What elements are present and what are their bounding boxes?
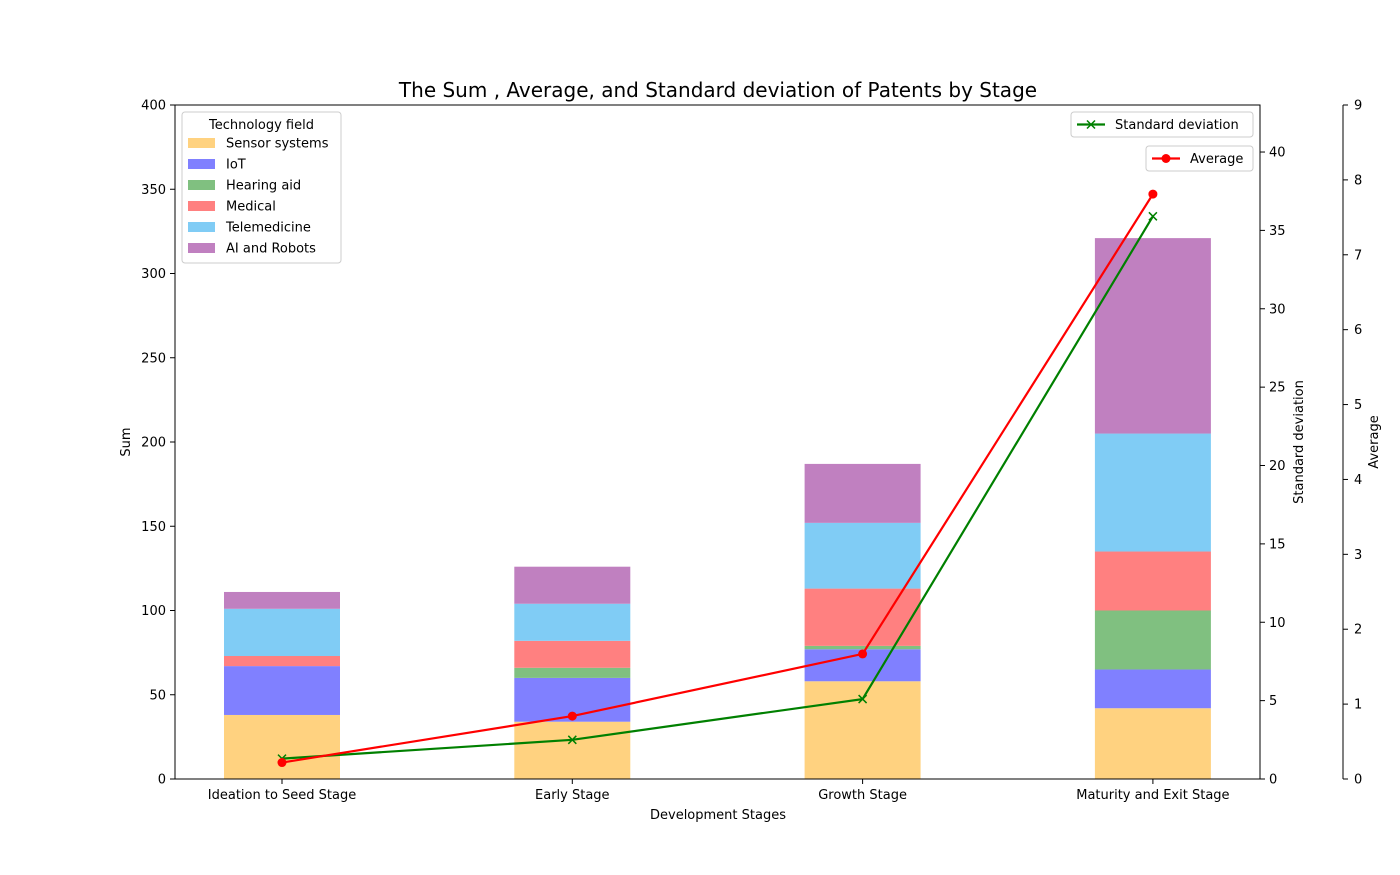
bar-segment bbox=[514, 667, 631, 678]
bar-segment bbox=[804, 681, 921, 779]
line-legend-label: Standard deviation bbox=[1115, 118, 1239, 133]
y-tick-label-sum: 50 bbox=[149, 688, 166, 703]
bar-segment bbox=[514, 721, 631, 779]
legend-item-label: IoT bbox=[226, 158, 246, 173]
y-tick-label-std: 15 bbox=[1269, 537, 1286, 552]
line-series bbox=[281, 193, 1154, 764]
y-tick-label-std: 20 bbox=[1269, 459, 1286, 474]
legend-item-label: Hearing aid bbox=[226, 179, 301, 194]
line-legend-box bbox=[1145, 145, 1254, 172]
y-tick-label-avg: 5 bbox=[1354, 398, 1362, 413]
bar-segment bbox=[514, 603, 631, 641]
bar-segment bbox=[224, 714, 340, 779]
x-tick-label: Maturity and Exit Stage bbox=[1076, 788, 1229, 803]
y-tick-label-std: 40 bbox=[1269, 146, 1286, 161]
y-tick-label-sum: 100 bbox=[141, 604, 166, 619]
line-point-marker bbox=[1148, 189, 1158, 199]
x-axis-label: Development Stages bbox=[650, 808, 786, 823]
legend-swatch bbox=[188, 159, 215, 169]
bar-segment bbox=[1094, 669, 1211, 709]
y-tick-label-sum: 400 bbox=[141, 99, 166, 114]
y-axis-label-sum: Sum bbox=[119, 427, 134, 456]
bars-group bbox=[224, 238, 1211, 779]
lines-group bbox=[277, 189, 1158, 768]
x-tick-label: Growth Stage bbox=[818, 788, 907, 803]
y-tick-label-std: 30 bbox=[1269, 302, 1286, 317]
legend-swatch bbox=[188, 180, 215, 190]
y-tick-label-sum: 300 bbox=[141, 267, 166, 282]
bar-segment bbox=[514, 640, 631, 668]
chart-title: The Sum , Average, and Standard deviatio… bbox=[398, 78, 1037, 102]
bar-segment bbox=[804, 522, 921, 589]
legends-group: Technology field Sensor systems IoT Hearing… bbox=[181, 111, 1254, 264]
y-tick-label-sum: 200 bbox=[141, 436, 166, 451]
legend-item-label: Sensor systems bbox=[226, 137, 329, 152]
y-tick-label-sum: 350 bbox=[141, 183, 166, 198]
y-tick-label-avg: 6 bbox=[1354, 323, 1362, 338]
y-tick-label-std: 0 bbox=[1269, 773, 1277, 788]
y-tick-label-std: 5 bbox=[1269, 694, 1277, 709]
line-series bbox=[281, 215, 1154, 760]
x-tick-label: Early Stage bbox=[535, 788, 610, 803]
legend-swatch bbox=[188, 222, 215, 232]
y-axis-label-avg: Average bbox=[1367, 415, 1382, 468]
legend-item-label: Telemedicine bbox=[225, 221, 311, 236]
line-legend-label: Average bbox=[1190, 152, 1243, 167]
bar-segment bbox=[1094, 610, 1211, 670]
line-point-marker bbox=[567, 735, 577, 745]
x-tick-label: Ideation to Seed Stage bbox=[208, 788, 356, 803]
y-tick-label-avg: 0 bbox=[1354, 773, 1362, 788]
y-tick-label-std: 35 bbox=[1269, 224, 1286, 239]
y-tick-label-avg: 7 bbox=[1354, 248, 1362, 263]
bar-segment bbox=[224, 608, 340, 656]
bar-segment bbox=[514, 566, 631, 604]
bar-segment bbox=[1094, 238, 1211, 434]
y-tick-label-sum: 150 bbox=[141, 520, 166, 535]
bar-segment bbox=[804, 463, 921, 523]
y-tick-label-avg: 9 bbox=[1354, 99, 1362, 114]
line-point-marker bbox=[1086, 119, 1096, 130]
legend-box bbox=[181, 111, 342, 264]
legend-title: Technology field bbox=[208, 118, 314, 133]
y-tick-label-avg: 2 bbox=[1354, 623, 1362, 638]
bar-segment bbox=[224, 591, 340, 609]
legend-item-label: AI and Robots bbox=[226, 242, 316, 257]
bar-segment bbox=[804, 645, 921, 650]
legend-swatch bbox=[188, 138, 215, 148]
bar-segment bbox=[1094, 551, 1211, 611]
y-tick-label-std: 10 bbox=[1269, 616, 1286, 631]
bar-segment bbox=[804, 588, 921, 646]
legend-item-label: Medical bbox=[226, 200, 276, 215]
y-tick-label-avg: 1 bbox=[1354, 698, 1362, 713]
y-tick-label-avg: 8 bbox=[1354, 173, 1362, 188]
y-axis-label-std: Standard deviation bbox=[1292, 380, 1307, 504]
y-tick-label-avg: 4 bbox=[1354, 473, 1362, 488]
line-point-marker bbox=[858, 649, 868, 659]
line-legend-box bbox=[1070, 111, 1254, 138]
line-point-marker bbox=[277, 758, 287, 768]
legend-swatch bbox=[188, 201, 215, 211]
line-point-marker bbox=[1148, 211, 1158, 221]
bar-segment bbox=[224, 655, 340, 667]
legend-swatch bbox=[188, 243, 215, 253]
y-tick-label-avg: 3 bbox=[1354, 548, 1362, 563]
bar-segment bbox=[1094, 433, 1211, 552]
bar-segment bbox=[1094, 708, 1211, 779]
line-point-marker bbox=[567, 711, 577, 721]
line-point-marker bbox=[1161, 154, 1171, 163]
y-tick-label-sum: 0 bbox=[158, 773, 166, 788]
line-point-marker bbox=[858, 694, 868, 704]
y-tick-label-std: 25 bbox=[1269, 381, 1286, 396]
y-tick-label-sum: 250 bbox=[141, 351, 166, 366]
bar-segment bbox=[224, 666, 340, 715]
